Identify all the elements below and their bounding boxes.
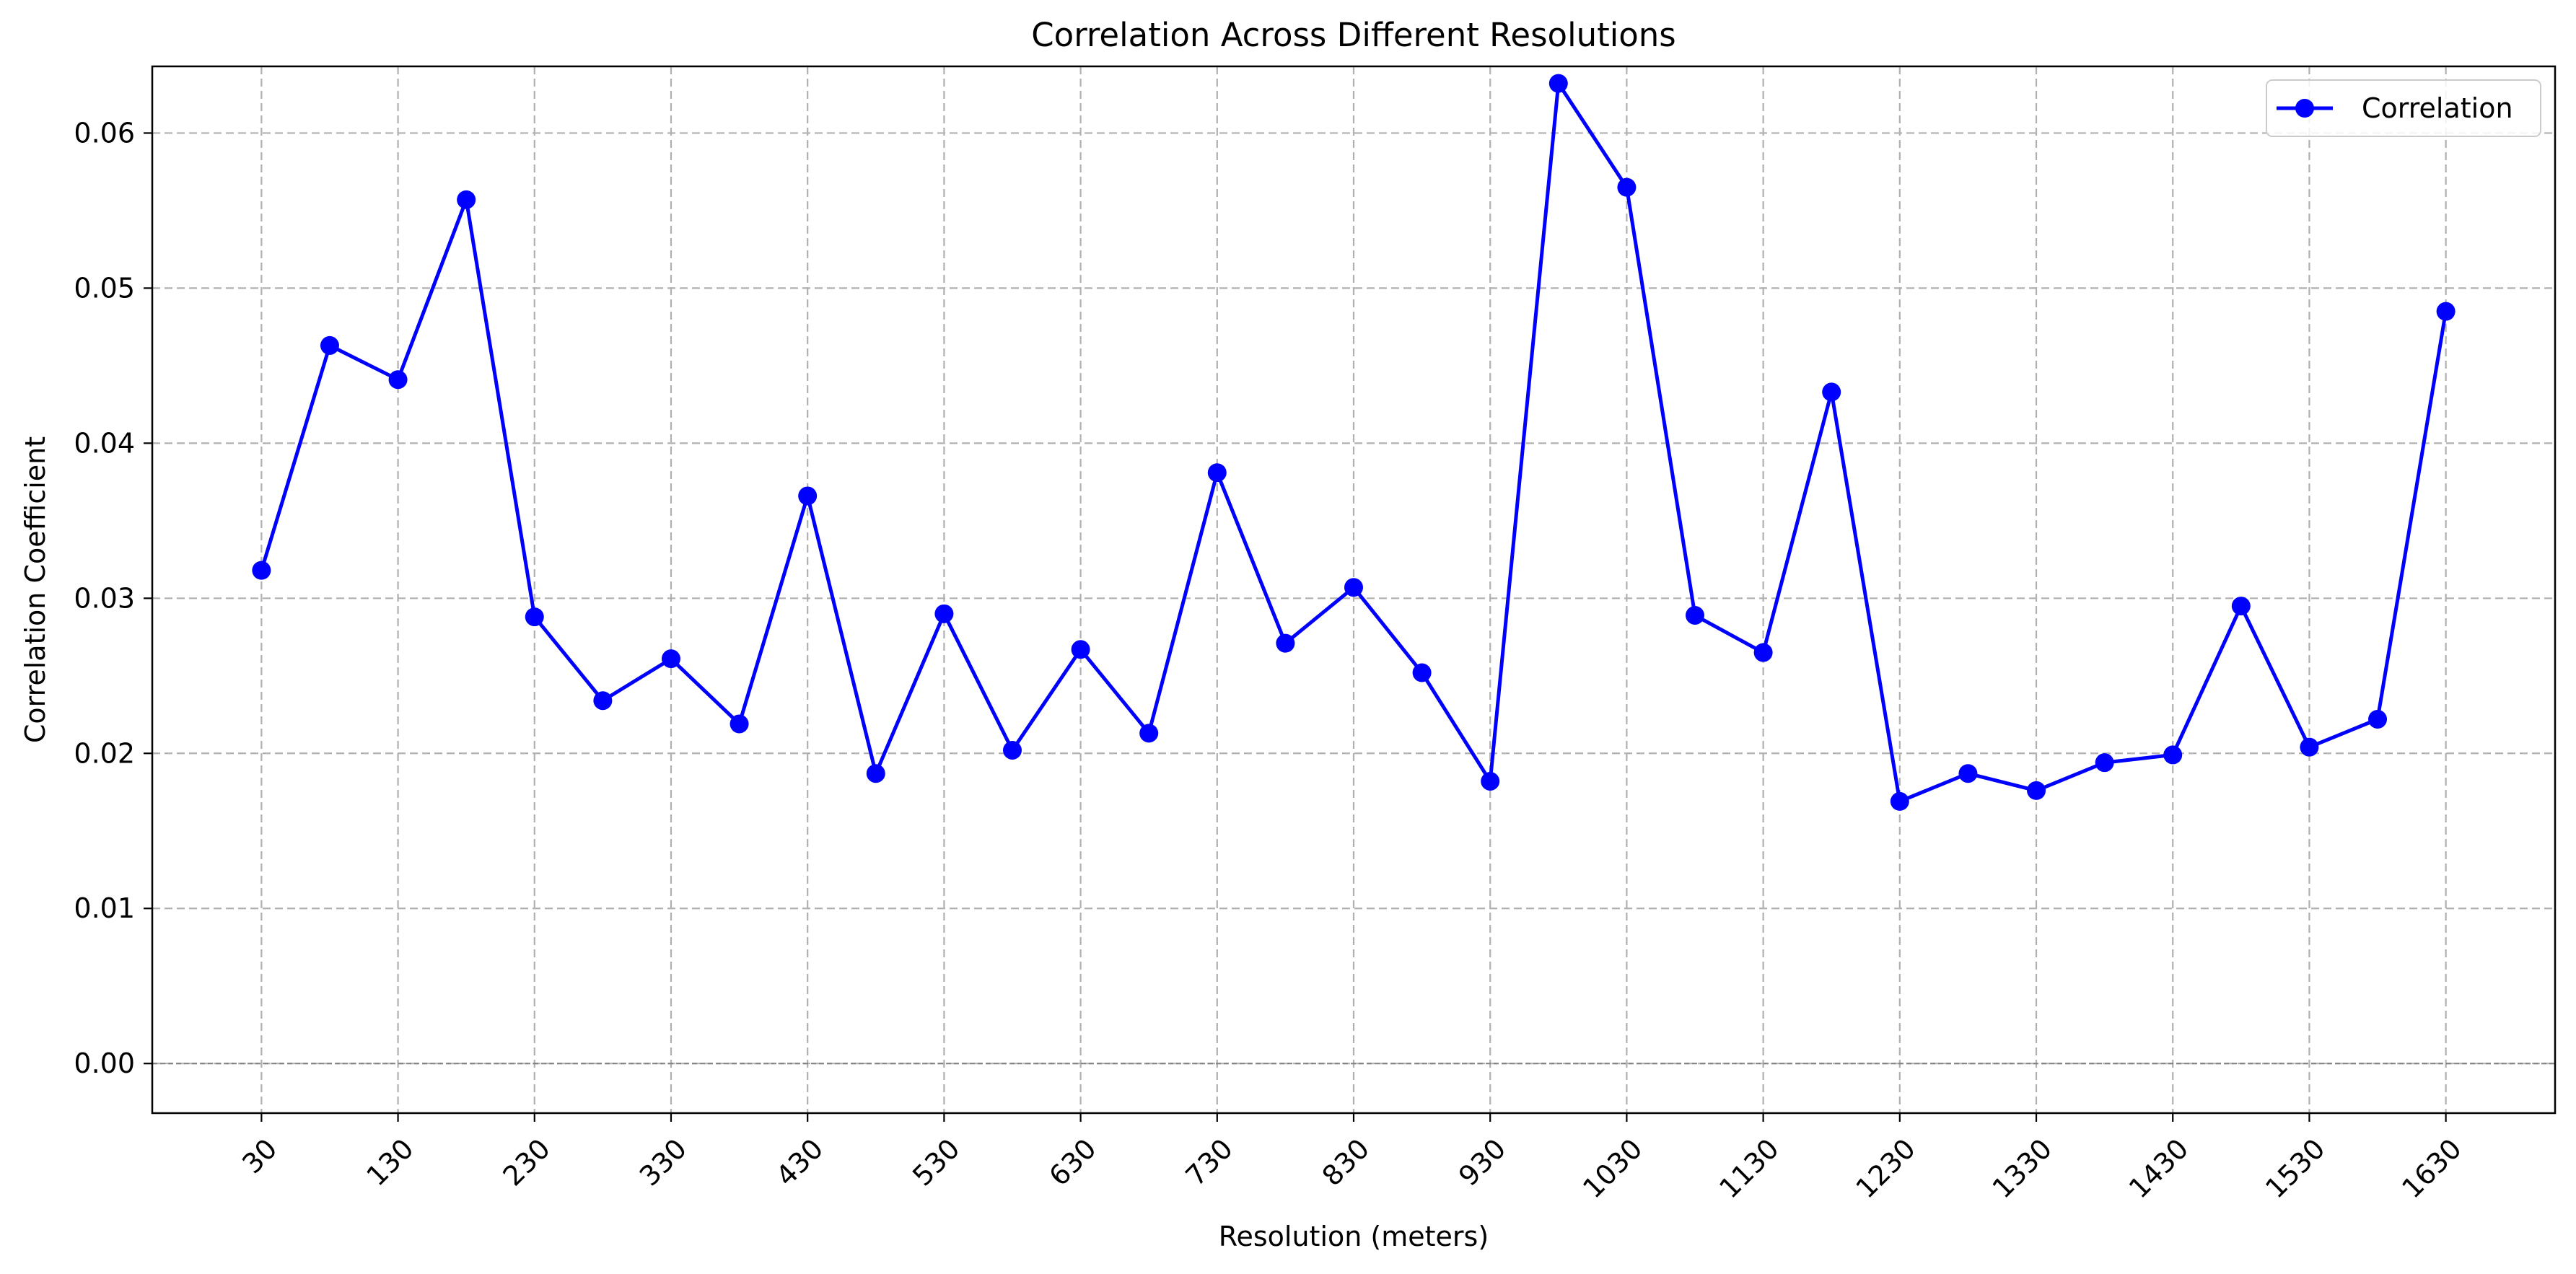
y-tick-label: 0.04 — [74, 427, 135, 459]
data-point — [1412, 663, 1432, 682]
data-point — [1958, 764, 1978, 783]
data-point — [2163, 745, 2183, 765]
legend-entry-label: Correlation — [2362, 92, 2513, 124]
data-point — [525, 607, 544, 627]
x-axis-label: Resolution (meters) — [1219, 1221, 1489, 1252]
y-tick-label: 0.05 — [74, 272, 135, 304]
data-point — [1890, 791, 1909, 811]
data-point — [1617, 177, 1637, 197]
y-axis-ticks: 0.00 0.01 0.02 0.03 0.04 0.05 0.06 — [74, 117, 152, 1079]
data-point — [1002, 740, 1022, 760]
data-point — [2027, 781, 2046, 800]
data-point — [866, 764, 885, 783]
data-point — [798, 486, 818, 506]
legend: Correlation — [2266, 79, 2541, 137]
data-point — [1344, 578, 1363, 597]
data-point — [1686, 605, 1705, 625]
data-point — [2231, 597, 2251, 616]
data-point — [1822, 382, 1841, 402]
data-point — [1207, 463, 1227, 483]
data-point — [1548, 74, 1568, 93]
y-tick-label: 0.01 — [74, 892, 135, 924]
data-point — [1276, 633, 1295, 653]
grid — [152, 66, 2555, 1113]
data-point — [661, 649, 680, 669]
chart-title: Correlation Across Different Resolutions — [1031, 16, 1676, 54]
y-tick-label: 0.00 — [74, 1047, 135, 1079]
y-axis-label: Correlation Coefficient — [19, 436, 51, 743]
data-point — [388, 370, 408, 390]
data-point — [934, 604, 954, 623]
data-point — [1071, 640, 1090, 659]
data-point — [1753, 643, 1773, 662]
data-point — [2095, 753, 2114, 773]
legend-marker-swatch — [2295, 99, 2314, 118]
data-point — [2368, 709, 2388, 729]
data-point — [252, 561, 271, 580]
data-point — [730, 714, 749, 734]
legend-box — [2266, 79, 2541, 137]
data-point — [2300, 737, 2319, 757]
y-tick-label: 0.06 — [74, 117, 135, 149]
data-point — [457, 190, 476, 209]
y-tick-label: 0.03 — [74, 582, 135, 614]
data-point — [2436, 302, 2455, 321]
data-point — [593, 691, 613, 711]
data-point — [320, 335, 339, 355]
data-point — [1481, 771, 1500, 791]
data-point — [1139, 724, 1159, 743]
series-layer — [252, 74, 2455, 811]
y-tick-label: 0.02 — [74, 737, 135, 769]
